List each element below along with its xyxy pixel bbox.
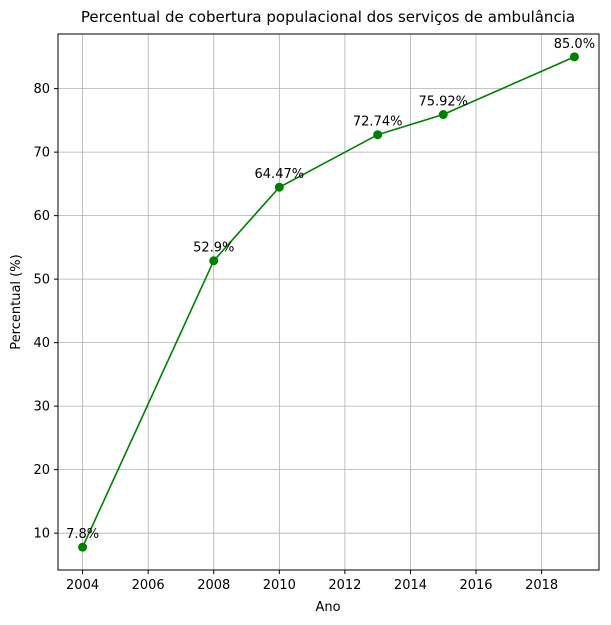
y-tick-label: 20: [33, 463, 50, 478]
y-tick-label: 10: [33, 527, 50, 542]
y-tick-label: 70: [33, 146, 50, 161]
data-label: 85.0%: [554, 37, 595, 52]
data-point: [274, 182, 284, 192]
y-tick-label: 40: [33, 336, 50, 351]
x-tick-label: 2006: [132, 578, 165, 593]
data-label: 72.74%: [353, 115, 403, 130]
y-tick-label: 30: [33, 400, 50, 415]
y-tick-label: 60: [33, 209, 50, 224]
data-label: 52.9%: [193, 241, 234, 256]
data-points: [78, 52, 579, 552]
plot-frame: [57, 33, 600, 571]
y-axis-ticks: 10 20 30 40 50 60 70 80: [33, 82, 58, 542]
x-tick-label: 2012: [328, 578, 361, 593]
x-tick-label: 2008: [197, 578, 230, 593]
data-point: [78, 542, 88, 552]
data-label: 7.8%: [66, 527, 99, 542]
x-axis-ticks: 2004 2006 2008 2010 2012 2014 2016 2018: [66, 570, 558, 593]
chart-title: Percentual de cobertura populacional dos…: [81, 8, 575, 26]
x-tick-label: 2004: [66, 578, 99, 593]
x-axis-label: Ano: [315, 600, 340, 615]
data-labels: 7.8% 52.9% 64.47% 72.74% 75.92% 85.0%: [66, 37, 595, 542]
x-tick-label: 2010: [263, 578, 296, 593]
data-point: [569, 52, 579, 62]
data-point: [438, 110, 448, 120]
data-point: [209, 256, 219, 266]
y-tick-label: 80: [33, 82, 50, 97]
data-label: 75.92%: [418, 95, 468, 110]
x-tick-label: 2016: [459, 578, 492, 593]
x-tick-label: 2018: [525, 578, 558, 593]
data-point: [373, 130, 383, 140]
grid: [58, 34, 599, 570]
y-tick-label: 50: [33, 273, 50, 288]
series-line: [81, 56, 575, 548]
x-tick-label: 2014: [394, 578, 427, 593]
data-label: 64.47%: [255, 167, 305, 182]
y-axis-label: Percentual (%): [9, 254, 24, 349]
